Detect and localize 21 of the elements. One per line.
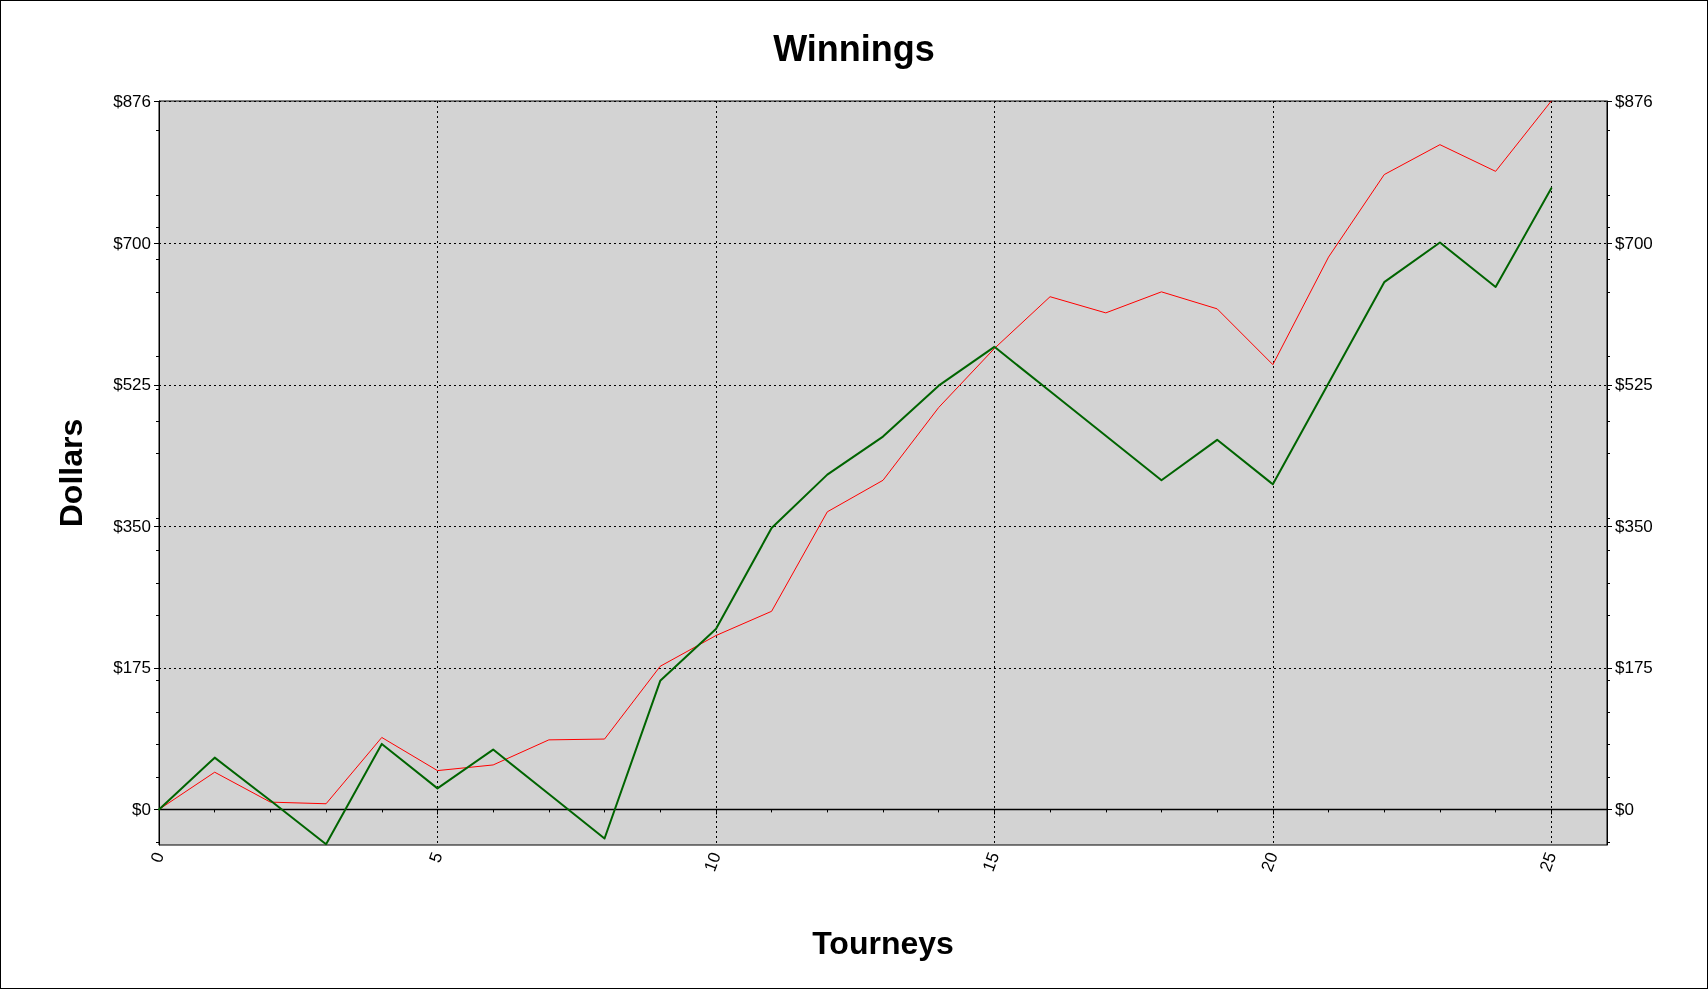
x-tick-label: 15: [978, 849, 1004, 875]
y-tick-label: $525: [113, 375, 151, 395]
x-tick-label: 0: [146, 849, 168, 866]
x-tick-label: 5: [425, 849, 447, 866]
y2-tick-label: $876: [1615, 91, 1653, 111]
x-axis-title: Tourneys: [812, 925, 954, 961]
y-tick-label: $876: [113, 91, 151, 111]
x-tick-label: 20: [1257, 849, 1282, 875]
y-tick-label: $175: [113, 658, 151, 678]
y2-tick-label: $525: [1615, 375, 1653, 395]
y-axis-title: Dollars: [53, 418, 89, 528]
y2-tick-label: $175: [1615, 658, 1653, 678]
y-tick-label: $700: [113, 233, 151, 253]
y2-tick-label: $0: [1615, 799, 1634, 819]
y2-tick-label: $350: [1615, 516, 1653, 536]
y-tick-label: $0: [132, 799, 151, 819]
x-tick-label: 25: [1535, 849, 1561, 875]
x-tick-label: 10: [700, 849, 725, 875]
y-tick-label: $350: [113, 516, 151, 536]
chart-title: Winnings: [773, 27, 935, 69]
y2-tick-label: $700: [1615, 233, 1653, 253]
